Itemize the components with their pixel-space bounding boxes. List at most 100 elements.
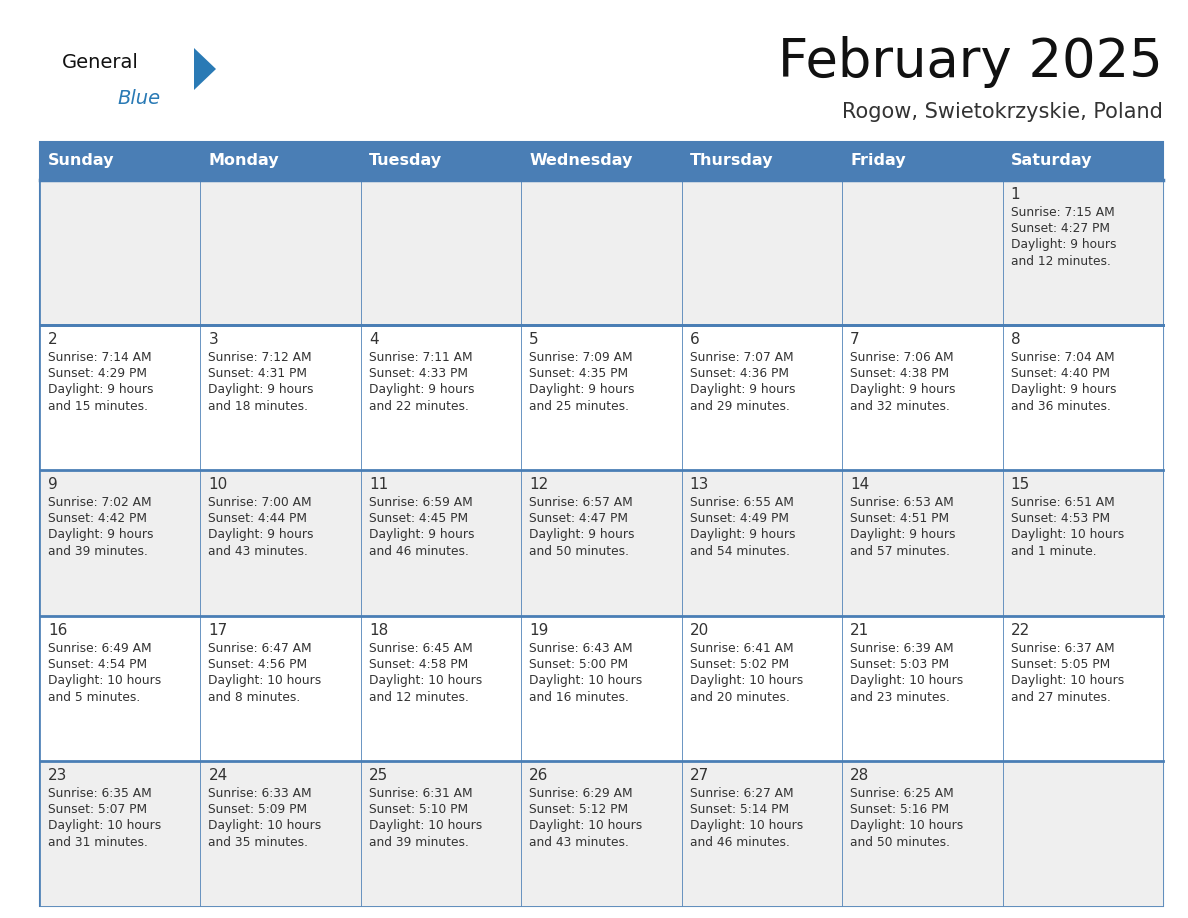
Text: 4: 4 <box>369 332 379 347</box>
Text: Sunrise: 6:25 AM: Sunrise: 6:25 AM <box>851 787 954 800</box>
Bar <box>201 761 361 906</box>
Text: Sunrise: 6:35 AM: Sunrise: 6:35 AM <box>48 787 152 800</box>
Bar <box>1003 180 1163 325</box>
Bar <box>682 142 842 180</box>
Text: Sunrise: 7:14 AM: Sunrise: 7:14 AM <box>48 352 152 364</box>
Text: Daylight: 10 hours
and 39 minutes.: Daylight: 10 hours and 39 minutes. <box>369 819 482 849</box>
Bar <box>682 761 842 906</box>
Text: Daylight: 9 hours
and 50 minutes.: Daylight: 9 hours and 50 minutes. <box>530 529 634 558</box>
Text: 21: 21 <box>851 622 870 638</box>
Bar <box>1003 761 1163 906</box>
Text: Blue: Blue <box>116 88 160 107</box>
Text: Daylight: 9 hours
and 57 minutes.: Daylight: 9 hours and 57 minutes. <box>851 529 955 558</box>
Text: Daylight: 10 hours
and 20 minutes.: Daylight: 10 hours and 20 minutes. <box>690 674 803 703</box>
Text: Sunset: 4:42 PM: Sunset: 4:42 PM <box>48 512 147 525</box>
Bar <box>842 761 1003 906</box>
Text: Rogow, Swietokrzyskie, Poland: Rogow, Swietokrzyskie, Poland <box>842 102 1163 122</box>
Bar <box>682 325 842 470</box>
Text: Sunday: Sunday <box>48 153 114 169</box>
Text: Daylight: 10 hours
and 43 minutes.: Daylight: 10 hours and 43 minutes. <box>530 819 643 849</box>
Bar <box>361 180 522 325</box>
Text: Sunset: 5:02 PM: Sunset: 5:02 PM <box>690 657 789 671</box>
Text: Sunset: 4:29 PM: Sunset: 4:29 PM <box>48 367 147 380</box>
Text: Sunset: 4:49 PM: Sunset: 4:49 PM <box>690 512 789 525</box>
Bar <box>201 142 361 180</box>
Text: Daylight: 9 hours
and 29 minutes.: Daylight: 9 hours and 29 minutes. <box>690 383 795 413</box>
Text: Sunrise: 7:15 AM: Sunrise: 7:15 AM <box>1011 206 1114 219</box>
Bar <box>40 325 201 470</box>
Bar <box>682 616 842 761</box>
Text: Sunset: 4:51 PM: Sunset: 4:51 PM <box>851 512 949 525</box>
Text: Sunset: 4:54 PM: Sunset: 4:54 PM <box>48 657 147 671</box>
Text: Sunset: 5:07 PM: Sunset: 5:07 PM <box>48 803 147 816</box>
Bar <box>842 470 1003 616</box>
Text: Daylight: 10 hours
and 27 minutes.: Daylight: 10 hours and 27 minutes. <box>1011 674 1124 703</box>
Text: Sunrise: 6:45 AM: Sunrise: 6:45 AM <box>369 642 473 655</box>
Bar <box>361 142 522 180</box>
Text: Monday: Monday <box>208 153 279 169</box>
Text: 8: 8 <box>1011 332 1020 347</box>
Text: Sunset: 4:45 PM: Sunset: 4:45 PM <box>369 512 468 525</box>
Text: Daylight: 9 hours
and 32 minutes.: Daylight: 9 hours and 32 minutes. <box>851 383 955 413</box>
Text: Daylight: 10 hours
and 31 minutes.: Daylight: 10 hours and 31 minutes. <box>48 819 162 849</box>
Text: Sunrise: 6:53 AM: Sunrise: 6:53 AM <box>851 497 954 509</box>
Bar <box>682 470 842 616</box>
Text: Daylight: 9 hours
and 25 minutes.: Daylight: 9 hours and 25 minutes. <box>530 383 634 413</box>
Text: Sunrise: 6:57 AM: Sunrise: 6:57 AM <box>530 497 633 509</box>
Text: Sunset: 4:40 PM: Sunset: 4:40 PM <box>1011 367 1110 380</box>
Text: Daylight: 10 hours
and 5 minutes.: Daylight: 10 hours and 5 minutes. <box>48 674 162 703</box>
Text: Sunrise: 6:29 AM: Sunrise: 6:29 AM <box>530 787 633 800</box>
Bar <box>40 180 201 325</box>
Text: Sunset: 5:16 PM: Sunset: 5:16 PM <box>851 803 949 816</box>
Text: Thursday: Thursday <box>690 153 773 169</box>
Text: February 2025: February 2025 <box>778 36 1163 88</box>
Text: Daylight: 10 hours
and 23 minutes.: Daylight: 10 hours and 23 minutes. <box>851 674 963 703</box>
Text: Sunrise: 7:06 AM: Sunrise: 7:06 AM <box>851 352 954 364</box>
Text: Daylight: 9 hours
and 12 minutes.: Daylight: 9 hours and 12 minutes. <box>1011 238 1116 268</box>
Text: Sunrise: 6:47 AM: Sunrise: 6:47 AM <box>208 642 312 655</box>
Bar <box>40 616 201 761</box>
Text: Sunset: 4:27 PM: Sunset: 4:27 PM <box>1011 222 1110 235</box>
Text: Sunset: 4:36 PM: Sunset: 4:36 PM <box>690 367 789 380</box>
Bar <box>522 761 682 906</box>
Text: Sunrise: 7:02 AM: Sunrise: 7:02 AM <box>48 497 152 509</box>
Text: 10: 10 <box>208 477 228 492</box>
Text: Daylight: 10 hours
and 50 minutes.: Daylight: 10 hours and 50 minutes. <box>851 819 963 849</box>
Bar <box>40 761 201 906</box>
Bar <box>201 180 361 325</box>
Text: Sunrise: 6:49 AM: Sunrise: 6:49 AM <box>48 642 152 655</box>
Text: 7: 7 <box>851 332 860 347</box>
Text: Daylight: 9 hours
and 18 minutes.: Daylight: 9 hours and 18 minutes. <box>208 383 314 413</box>
Bar <box>522 325 682 470</box>
Bar <box>1003 325 1163 470</box>
Bar <box>40 470 201 616</box>
Text: Sunrise: 6:41 AM: Sunrise: 6:41 AM <box>690 642 794 655</box>
Text: 11: 11 <box>369 477 388 492</box>
Text: Sunset: 4:47 PM: Sunset: 4:47 PM <box>530 512 628 525</box>
Bar <box>682 180 842 325</box>
Text: 17: 17 <box>208 622 228 638</box>
Text: Sunrise: 7:09 AM: Sunrise: 7:09 AM <box>530 352 633 364</box>
Text: 16: 16 <box>48 622 68 638</box>
Text: Sunset: 4:44 PM: Sunset: 4:44 PM <box>208 512 308 525</box>
Text: 3: 3 <box>208 332 219 347</box>
Text: Sunrise: 7:00 AM: Sunrise: 7:00 AM <box>208 497 312 509</box>
Text: 24: 24 <box>208 767 228 783</box>
Text: Daylight: 10 hours
and 1 minute.: Daylight: 10 hours and 1 minute. <box>1011 529 1124 558</box>
Text: 15: 15 <box>1011 477 1030 492</box>
Text: 23: 23 <box>48 767 68 783</box>
Text: Sunset: 4:35 PM: Sunset: 4:35 PM <box>530 367 628 380</box>
Text: Sunrise: 6:33 AM: Sunrise: 6:33 AM <box>208 787 312 800</box>
Text: Sunrise: 6:31 AM: Sunrise: 6:31 AM <box>369 787 473 800</box>
Text: Sunrise: 6:39 AM: Sunrise: 6:39 AM <box>851 642 954 655</box>
Text: Sunset: 4:31 PM: Sunset: 4:31 PM <box>208 367 308 380</box>
Text: 1: 1 <box>1011 187 1020 202</box>
Bar <box>522 180 682 325</box>
Text: Sunset: 5:03 PM: Sunset: 5:03 PM <box>851 657 949 671</box>
Bar <box>201 616 361 761</box>
Text: 14: 14 <box>851 477 870 492</box>
Bar <box>361 325 522 470</box>
Text: 12: 12 <box>530 477 549 492</box>
Text: Friday: Friday <box>851 153 905 169</box>
Text: Sunrise: 7:12 AM: Sunrise: 7:12 AM <box>208 352 312 364</box>
